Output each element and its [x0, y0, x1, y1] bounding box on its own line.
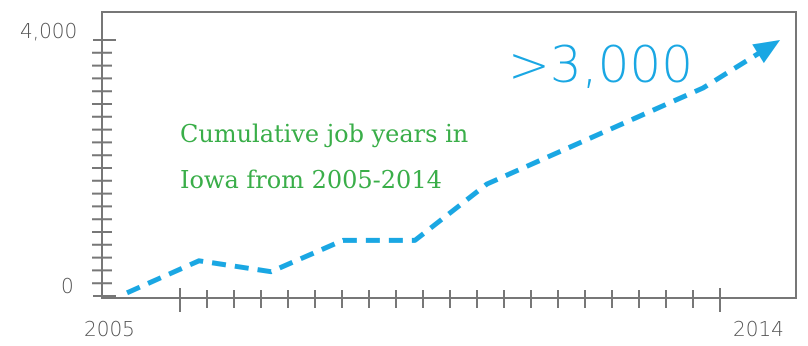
data-point — [197, 259, 201, 263]
annotation-line-1: Cumulative job years in — [180, 120, 468, 148]
series-layer — [125, 40, 781, 296]
y-axis-ticks — [92, 39, 116, 297]
y-tick-label-max: 4,000 — [20, 19, 77, 43]
callout-value: >3,000 — [508, 36, 693, 94]
data-point — [485, 182, 489, 186]
data-point — [125, 291, 129, 295]
data-point — [413, 238, 417, 242]
x-axis-ticks — [179, 288, 721, 312]
data-point — [269, 270, 273, 274]
x-tick-label-end: 2014 — [733, 317, 784, 341]
data-point — [701, 86, 705, 90]
data-point — [557, 150, 561, 154]
series-line — [125, 41, 777, 296]
y-tick-label-min: 0 — [61, 274, 74, 298]
series-arrowhead — [752, 40, 781, 64]
data-point — [773, 41, 777, 45]
x-tick-label-start: 2005 — [84, 317, 135, 341]
data-point — [629, 118, 633, 122]
annotation-line-2: Iowa from 2005-2014 — [180, 166, 442, 194]
data-point — [341, 238, 345, 242]
